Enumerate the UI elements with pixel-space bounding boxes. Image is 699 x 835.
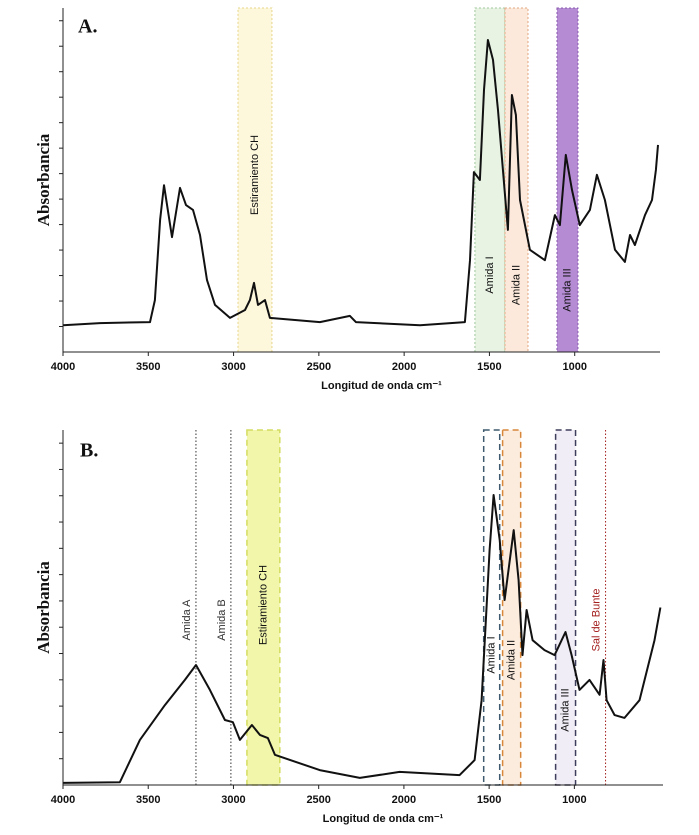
x-tick-label: 3500 — [136, 794, 160, 806]
marker-label: Amida B — [216, 599, 228, 641]
spectrum-line — [62, 494, 662, 784]
x-tick-label: 1500 — [477, 794, 501, 806]
x-tick-label: 3000 — [221, 794, 245, 806]
x-tick-label: 3000 — [221, 361, 245, 373]
band-label: Amida III — [559, 688, 571, 731]
band — [482, 429, 501, 786]
band — [504, 7, 529, 353]
x-tick-label: 4000 — [51, 794, 75, 806]
x-axis-label: Longitud de onda cm⁻¹ — [321, 380, 442, 392]
band — [501, 429, 522, 786]
panel-label: A. — [78, 16, 97, 38]
x-tick-label: 1000 — [562, 361, 586, 373]
x-tick-label: 2000 — [392, 794, 416, 806]
spectrum-line — [62, 39, 659, 327]
x-axis-label: Longitud de onda cm⁻¹ — [323, 813, 444, 825]
band-label: Amida II — [506, 640, 518, 680]
band-label: Amida III — [561, 268, 573, 311]
x-tick-label: 1000 — [562, 794, 586, 806]
marker-label: Amida A — [181, 599, 193, 641]
x-tick-label: 2000 — [392, 361, 416, 373]
x-tick-label: 3500 — [136, 361, 160, 373]
band-label: Amida II — [510, 265, 522, 305]
panel-label: B. — [80, 440, 98, 462]
x-tick-label: 4000 — [51, 361, 75, 373]
band-label: Amida I — [484, 256, 496, 293]
y-axis-label: Absorbancia — [34, 133, 53, 226]
x-tick-label: 2500 — [307, 361, 331, 373]
band-label: Estiramiento CH — [257, 565, 269, 645]
x-tick-label: 2500 — [306, 794, 330, 806]
band — [237, 7, 273, 353]
marker-label: Sal de Bunte — [590, 589, 602, 652]
band — [556, 7, 579, 353]
band-label: Amida I — [486, 636, 498, 673]
band-label: Estiramiento CH — [249, 135, 261, 215]
y-axis-label: Absorbancia — [34, 561, 53, 654]
x-tick-label: 1500 — [477, 361, 501, 373]
